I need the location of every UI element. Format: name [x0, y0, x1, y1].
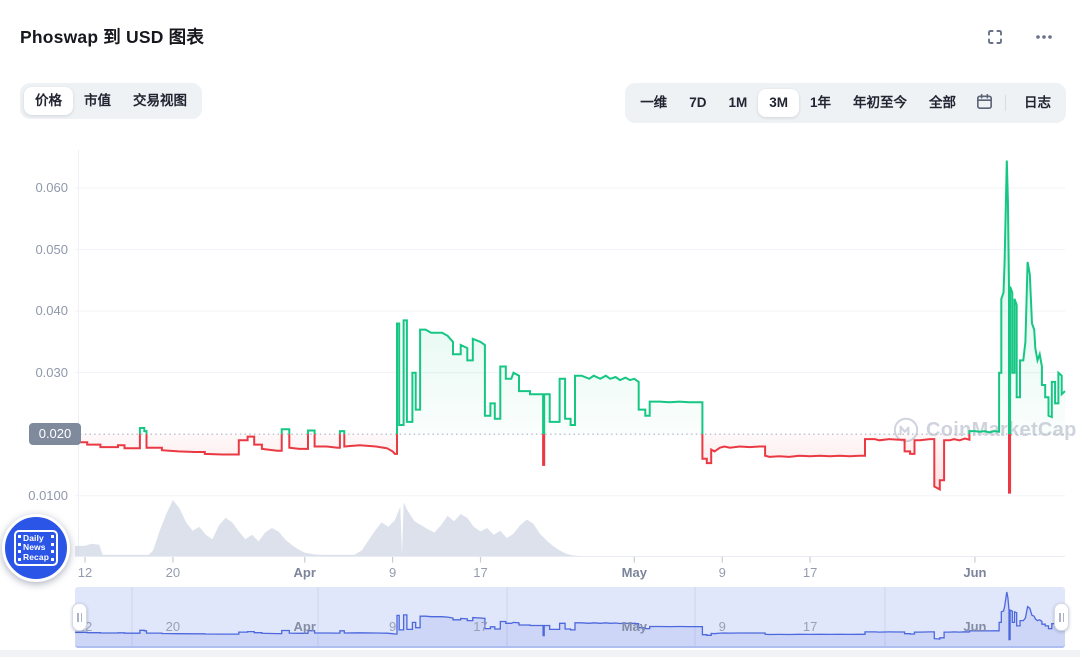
- x-axis-label: 9: [718, 565, 726, 580]
- y-axis-label: 0.060: [35, 180, 68, 196]
- y-axis-label: 0.050: [35, 241, 68, 257]
- navigator-axis-label: 9: [718, 619, 726, 634]
- range-tab-group: 一维 7D 1M 3M 1年 年初至今 全部 日志: [625, 83, 1066, 123]
- range-3m[interactable]: 3M: [758, 89, 799, 117]
- chart-header: Phoswap 到 USD 图表: [20, 24, 1056, 49]
- date-range-picker-button[interactable]: [967, 87, 1002, 119]
- current-price-badge: 0.020: [29, 423, 81, 446]
- navigator-axis-label: May: [621, 619, 647, 634]
- range-1d[interactable]: 一维: [629, 89, 678, 117]
- range-1y[interactable]: 1年: [799, 89, 842, 117]
- x-axis-label: 9: [388, 565, 397, 580]
- navigator-axis-label: 20: [165, 619, 181, 634]
- navigator-axis-label: 17: [802, 619, 818, 634]
- page-title: Phoswap 到 USD 图表: [20, 27, 205, 47]
- range-1m[interactable]: 1M: [717, 89, 758, 117]
- chart-toolbar: 价格 市值 交易视图 一维 7D 1M 3M 1年 年初至今 全部 日志: [20, 83, 1066, 123]
- toolbar-divider: [1005, 94, 1006, 111]
- x-axis-label: Apr: [293, 565, 316, 580]
- view-tab-group: 价格 市值 交易视图: [20, 83, 202, 119]
- y-axis-label: 0.040: [35, 303, 68, 319]
- y-axis-label: 0.0100: [28, 487, 68, 503]
- film-strip-icon: Daily News Recap: [13, 529, 58, 567]
- more-options-button[interactable]: [1032, 26, 1056, 48]
- navigator-axis-label: 9: [388, 619, 397, 634]
- x-axis-label: 20: [165, 565, 181, 580]
- x-axis-label: 17: [473, 565, 488, 580]
- news-badge-line-3: Recap: [22, 551, 49, 562]
- fullscreen-button[interactable]: [984, 26, 1006, 48]
- range-ytd[interactable]: 年初至今: [842, 89, 918, 117]
- more-options-icon: [1036, 34, 1052, 39]
- watermark-text: CoinMarketCap: [926, 418, 1077, 441]
- tab-price[interactable]: 价格: [24, 87, 73, 115]
- page-bottom-strip: [0, 650, 1080, 657]
- navigator-mini-chart: [75, 587, 1065, 646]
- news-badge-line-2: News: [22, 542, 46, 553]
- navigator-right-handle[interactable]: [1054, 603, 1069, 631]
- x-axis-label: Jun: [963, 565, 987, 580]
- navigator-axis-label: Apr: [293, 619, 316, 634]
- navigator-axis-label: Jun: [963, 619, 987, 634]
- navigator-axis-label: 17: [473, 619, 488, 634]
- tab-market-cap[interactable]: 市值: [73, 87, 122, 115]
- range-7d[interactable]: 7D: [678, 89, 717, 117]
- tab-trading-view[interactable]: 交易视图: [122, 87, 198, 115]
- x-axis-label: May: [621, 565, 647, 580]
- y-axis-label: 0.030: [35, 364, 68, 380]
- daily-news-recap-badge[interactable]: Daily News Recap: [2, 514, 70, 582]
- coinmarketcap-logo-icon: [893, 417, 919, 443]
- navigator-left-handle[interactable]: [72, 603, 87, 631]
- fullscreen-icon: [988, 29, 1002, 44]
- x-axis-label: 17: [802, 565, 818, 580]
- window-controls: [984, 26, 1056, 48]
- log-scale-toggle[interactable]: 日志: [1013, 89, 1062, 117]
- calendar-icon: [977, 93, 992, 109]
- coinmarketcap-watermark: CoinMarketCap: [893, 417, 1077, 443]
- range-all[interactable]: 全部: [918, 89, 967, 117]
- x-axis-label: 12: [77, 565, 93, 580]
- news-badge-line-1: Daily: [22, 532, 44, 543]
